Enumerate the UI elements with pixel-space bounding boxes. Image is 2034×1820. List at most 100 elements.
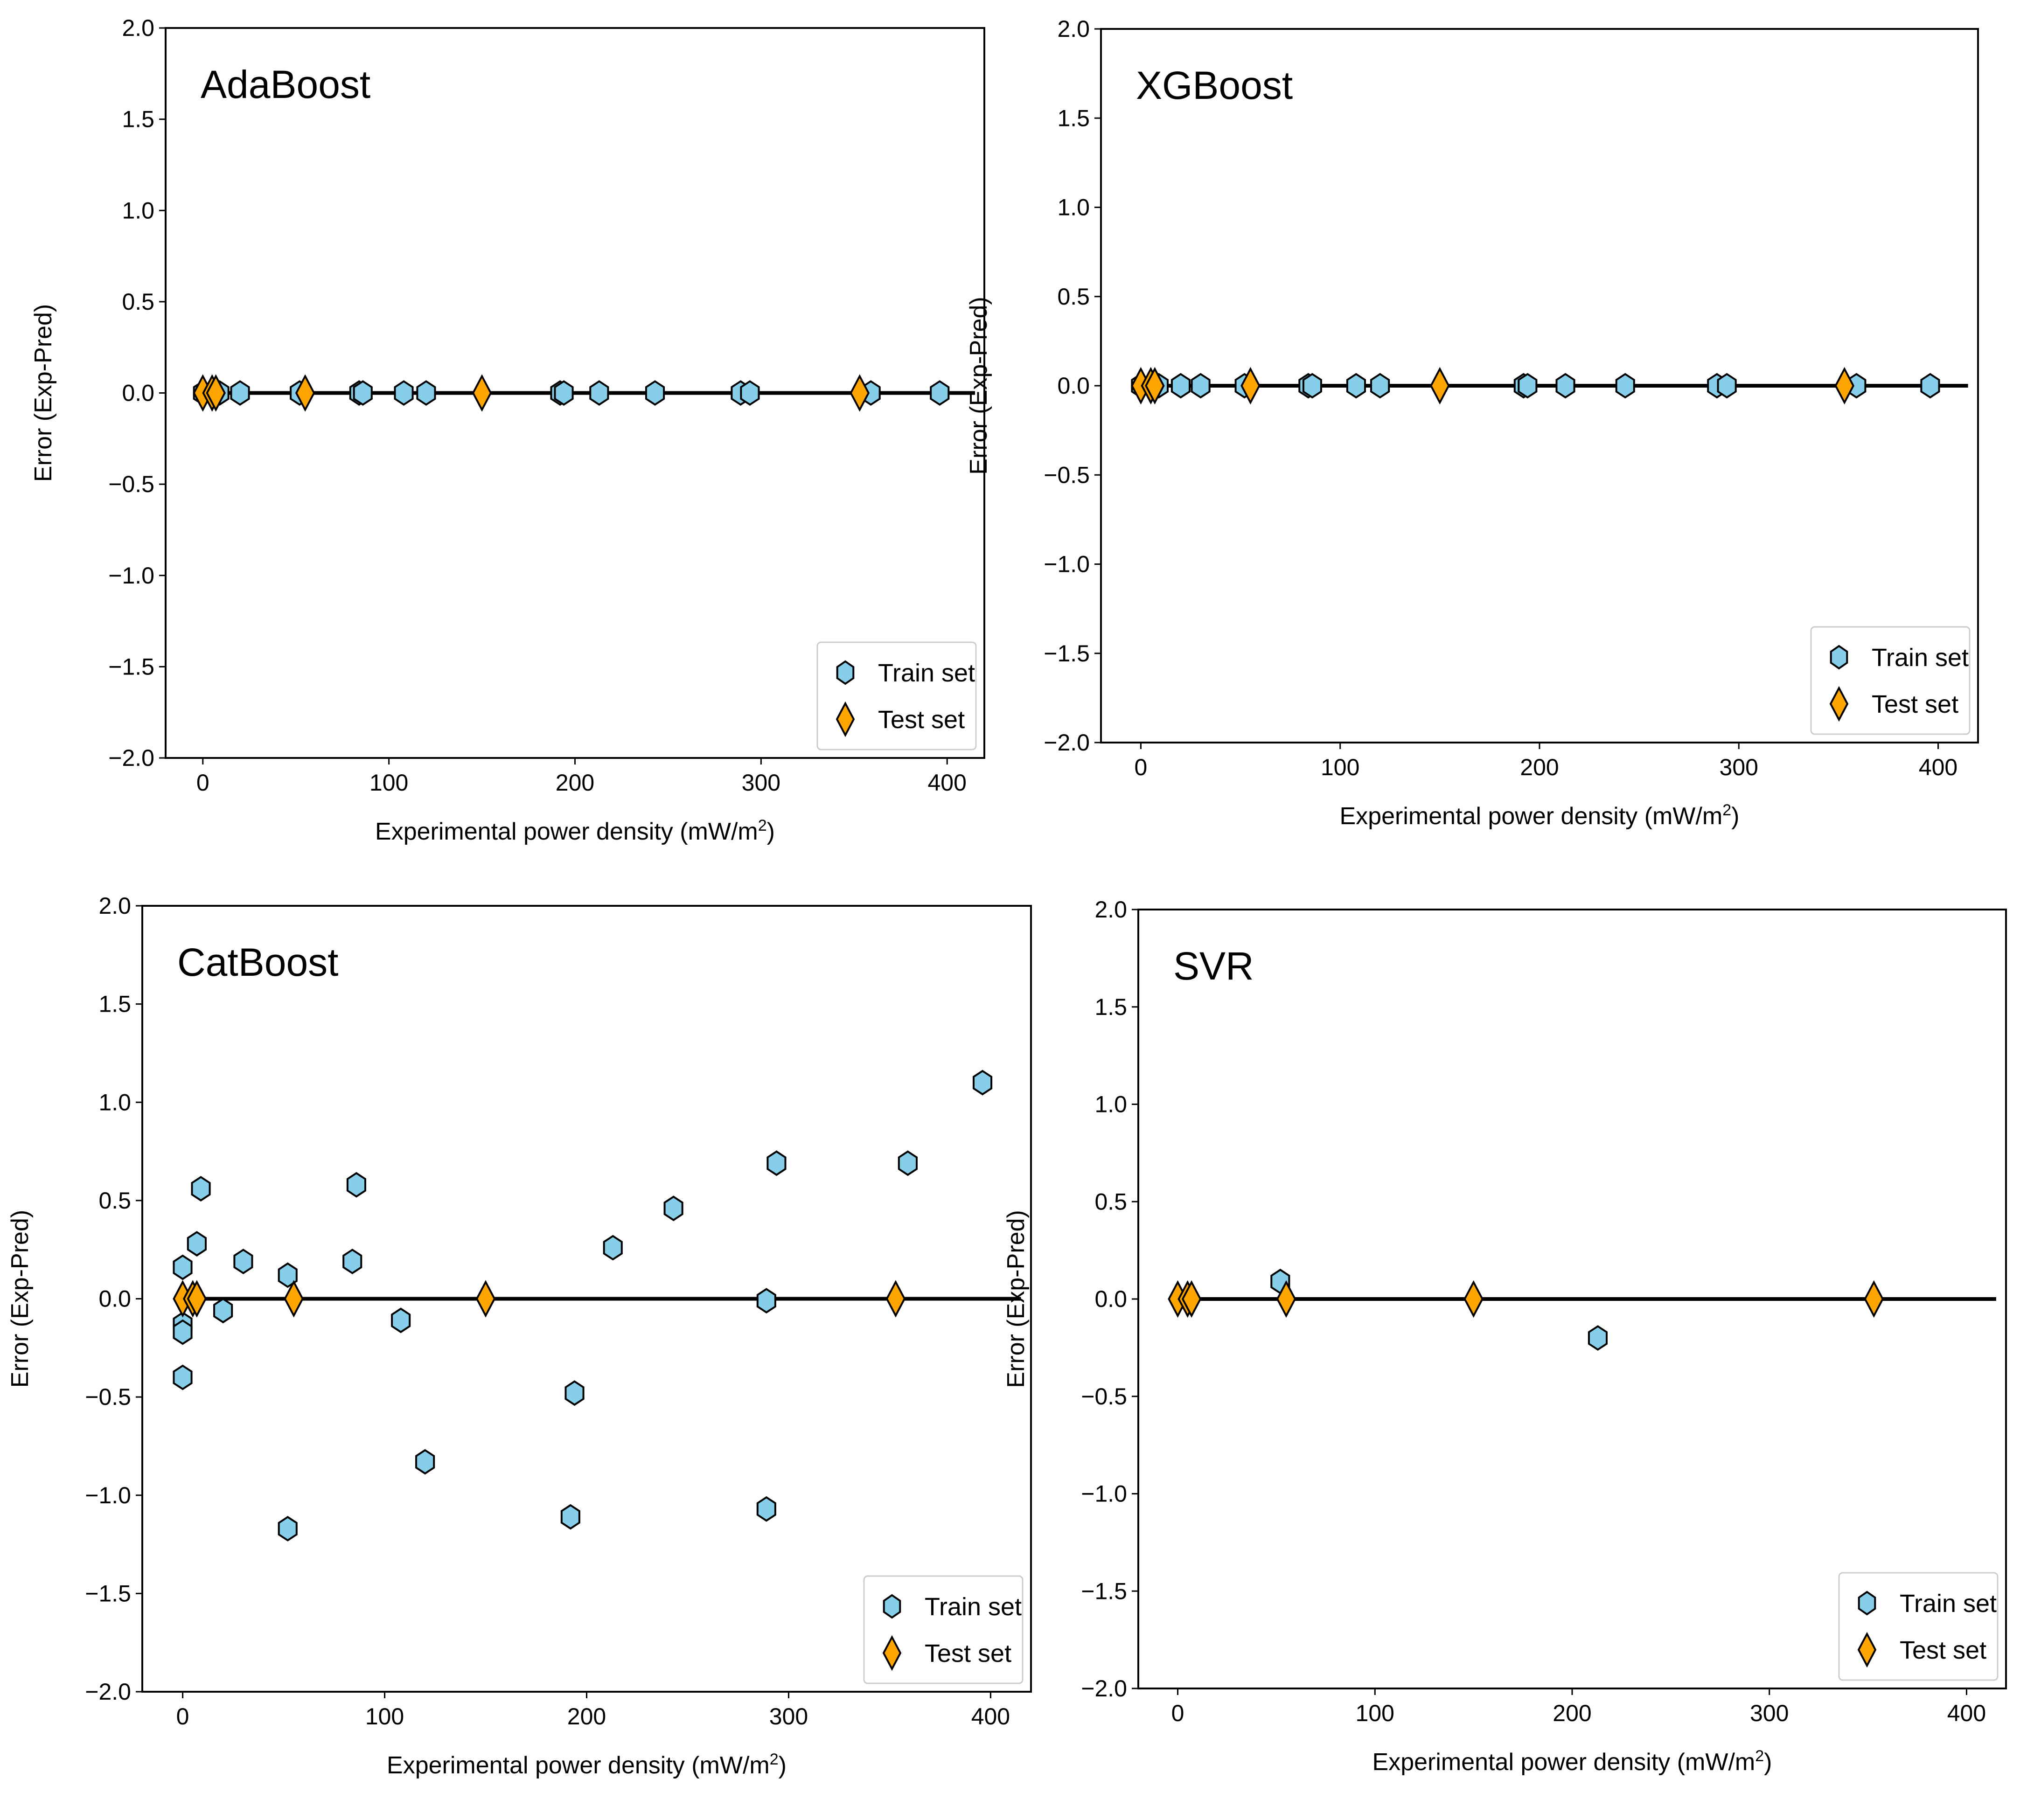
x-axis-label: Experimental power density (mW/m2) [387, 1751, 787, 1779]
y-tick-label: −0.5 [85, 1384, 131, 1410]
y-tick-label: 1.5 [122, 106, 154, 132]
y-tick-label: 0.0 [98, 1286, 131, 1312]
test-point [1240, 367, 1261, 405]
x-tick-label: 200 [1553, 1700, 1591, 1726]
y-tick-label: 0.5 [122, 289, 154, 315]
train-point [415, 1449, 435, 1475]
train-point [560, 1504, 580, 1530]
y-tick-label: 0.0 [1094, 1286, 1127, 1312]
y-tick-label: −1.0 [1081, 1481, 1127, 1507]
train-point [1191, 373, 1211, 399]
y-tick-label: 1.0 [1094, 1091, 1127, 1118]
train-point [756, 1288, 776, 1314]
test-point [295, 374, 315, 412]
test-point [206, 374, 226, 412]
train-point [353, 380, 373, 406]
test-point [284, 1280, 304, 1318]
train-point [173, 1254, 193, 1280]
x-tick-label: 300 [1750, 1700, 1789, 1726]
train-point [1370, 373, 1390, 399]
test-point [1463, 1280, 1484, 1318]
y-tick-label: 2.0 [1057, 16, 1090, 42]
legend-box [1810, 626, 1971, 735]
legend-train-label: Train set [878, 659, 975, 687]
train-point [1346, 373, 1366, 399]
train-point [645, 380, 665, 406]
legend: Train set Test set [1838, 1572, 1999, 1681]
train-point [416, 380, 436, 406]
y-tick-label: −2.0 [85, 1679, 131, 1705]
x-tick-label: 400 [1947, 1700, 1986, 1726]
y-tick-label: −0.5 [108, 471, 154, 497]
y-tick-label: −1.0 [1044, 551, 1090, 577]
y-tick-label: −2.0 [1081, 1675, 1127, 1702]
train-point [173, 1364, 193, 1390]
x-tick-label: 200 [1520, 754, 1559, 780]
test-point [1145, 367, 1165, 405]
legend-train-label: Train set [1900, 1590, 1997, 1618]
legend-train-marker [1858, 1591, 1876, 1616]
test-point [1181, 1280, 1202, 1318]
legend-train-label: Train set [925, 1593, 1022, 1621]
x-tick-label: 200 [567, 1703, 606, 1730]
x-tick-label: 400 [971, 1703, 1010, 1730]
y-tick-label: 1.0 [98, 1089, 131, 1115]
legend-train-marker [836, 660, 855, 685]
legend-test-marker [1829, 686, 1849, 722]
legend-train-marker [1830, 645, 1848, 670]
train-point [930, 380, 950, 406]
train-point [1555, 373, 1575, 399]
train-point [346, 1172, 366, 1198]
test-point [187, 1280, 207, 1318]
legend-train-marker [883, 1594, 901, 1619]
legend: Train set Test set [1810, 626, 1971, 735]
train-point [663, 1195, 683, 1222]
y-tick-label: 0.0 [122, 380, 154, 406]
train-point [1717, 373, 1737, 399]
test-point [885, 1280, 906, 1318]
test-point [1834, 367, 1854, 405]
legend-test-label: Test set [878, 706, 965, 734]
train-point [233, 1249, 253, 1274]
y-tick-label: −2.0 [108, 745, 154, 771]
train-point [230, 380, 250, 406]
legend-test-label: Test set [1872, 690, 1958, 718]
legend-box [863, 1575, 1024, 1684]
legend-box [1838, 1572, 1999, 1681]
panel-adaboost: −2.0 −1.5 −1.0 −0.5 0.0 0.5 1.0 1.5 2.0 0 100 200 30… [30, 15, 985, 845]
legend-test-label: Test set [925, 1639, 1011, 1667]
panel-title: CatBoost [177, 940, 339, 984]
train-point [554, 380, 574, 406]
x-tick-label: 200 [556, 770, 594, 796]
x-tick-label: 0 [196, 770, 209, 796]
legend-test-marker [836, 701, 855, 737]
y-tick-label: 2.0 [122, 15, 154, 41]
legend-train-label: Train set [1872, 644, 1969, 672]
train-point [391, 1307, 411, 1334]
train-point [187, 1231, 207, 1257]
train-point [564, 1380, 585, 1406]
train-point [603, 1235, 623, 1261]
y-axis-label: Error (Exp-Pred) [30, 304, 57, 482]
train-point [1302, 373, 1322, 399]
train-point [1170, 373, 1191, 399]
y-tick-label: −1.5 [108, 653, 154, 680]
train-point [394, 380, 414, 406]
train-point [173, 1319, 193, 1345]
y-axis-label: Error (Exp-Pred) [965, 297, 992, 474]
train-point [213, 1298, 233, 1324]
y-axis-label: Error (Exp-Pred) [1003, 1210, 1030, 1388]
test-point [1276, 1280, 1296, 1318]
y-tick-label: −1.5 [85, 1580, 131, 1606]
train-point [589, 380, 609, 406]
x-tick-label: 0 [176, 1703, 189, 1730]
x-axis-label: Experimental power density (mW/m2) [1372, 1747, 1772, 1776]
y-tick-label: −1.5 [1081, 1578, 1127, 1604]
legend-test-marker [1857, 1632, 1877, 1668]
y-tick-label: 1.5 [1057, 105, 1090, 131]
x-tick-label: 100 [1356, 1700, 1394, 1726]
y-tick-label: −2.0 [1044, 729, 1090, 756]
x-tick-label: 0 [1135, 754, 1148, 780]
y-tick-label: −0.5 [1081, 1383, 1127, 1410]
